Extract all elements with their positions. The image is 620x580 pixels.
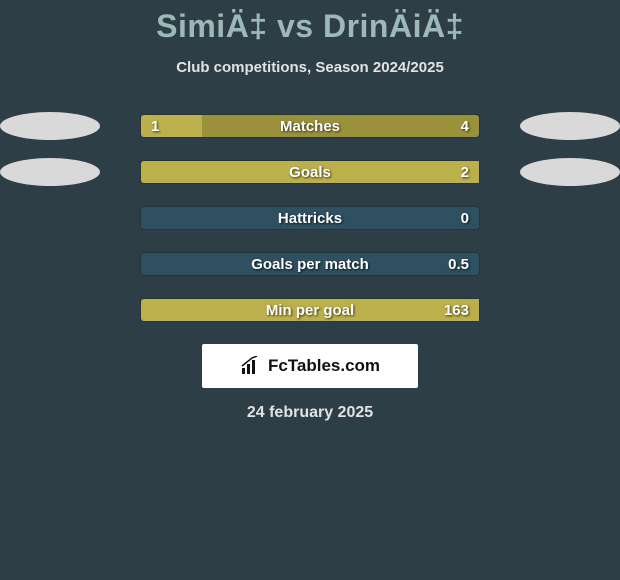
player-ellipse-left <box>0 112 100 140</box>
player-ellipse-left <box>0 158 100 186</box>
source-logo: FcTables.com <box>202 344 418 388</box>
comparison-container: SimiÄ‡ vs DrinÄiÄ‡ Club competitions, Se… <box>0 0 620 422</box>
stat-bar: Goals2 <box>140 160 480 184</box>
stat-bar: Goals per match0.5 <box>140 252 480 276</box>
stat-label: Goals per match <box>141 253 479 275</box>
footer-date: 24 february 2025 <box>0 404 620 422</box>
stat-row: Goals per match0.5 <box>0 252 620 276</box>
stat-label: Hattricks <box>141 207 479 229</box>
stat-right-value: 2 <box>461 161 469 183</box>
stat-bar: Hattricks0 <box>140 206 480 230</box>
stat-rows: 1Matches4 Goals2 Hattricks0 Goals per match… <box>0 114 620 322</box>
stat-row: Goals2 <box>0 160 620 184</box>
stat-label: Matches <box>141 115 479 137</box>
stat-right-value: 4 <box>461 115 469 137</box>
stat-label: Min per goal <box>141 299 479 321</box>
chart-icon <box>240 356 262 376</box>
stat-row: Hattricks0 <box>0 206 620 230</box>
stat-right-value: 163 <box>444 299 469 321</box>
stat-bar: 1Matches4 <box>140 114 480 138</box>
stat-label: Goals <box>141 161 479 183</box>
page-subtitle: Club competitions, Season 2024/2025 <box>0 59 620 76</box>
player-ellipse-right <box>520 112 620 140</box>
stat-right-value: 0.5 <box>448 253 469 275</box>
stat-bar: Min per goal163 <box>140 298 480 322</box>
player-ellipse-right <box>520 158 620 186</box>
stat-right-value: 0 <box>461 207 469 229</box>
page-title: SimiÄ‡ vs DrinÄiÄ‡ <box>0 8 620 45</box>
stat-row: 1Matches4 <box>0 114 620 138</box>
source-logo-text: FcTables.com <box>268 356 380 376</box>
stat-row: Min per goal163 <box>0 298 620 322</box>
